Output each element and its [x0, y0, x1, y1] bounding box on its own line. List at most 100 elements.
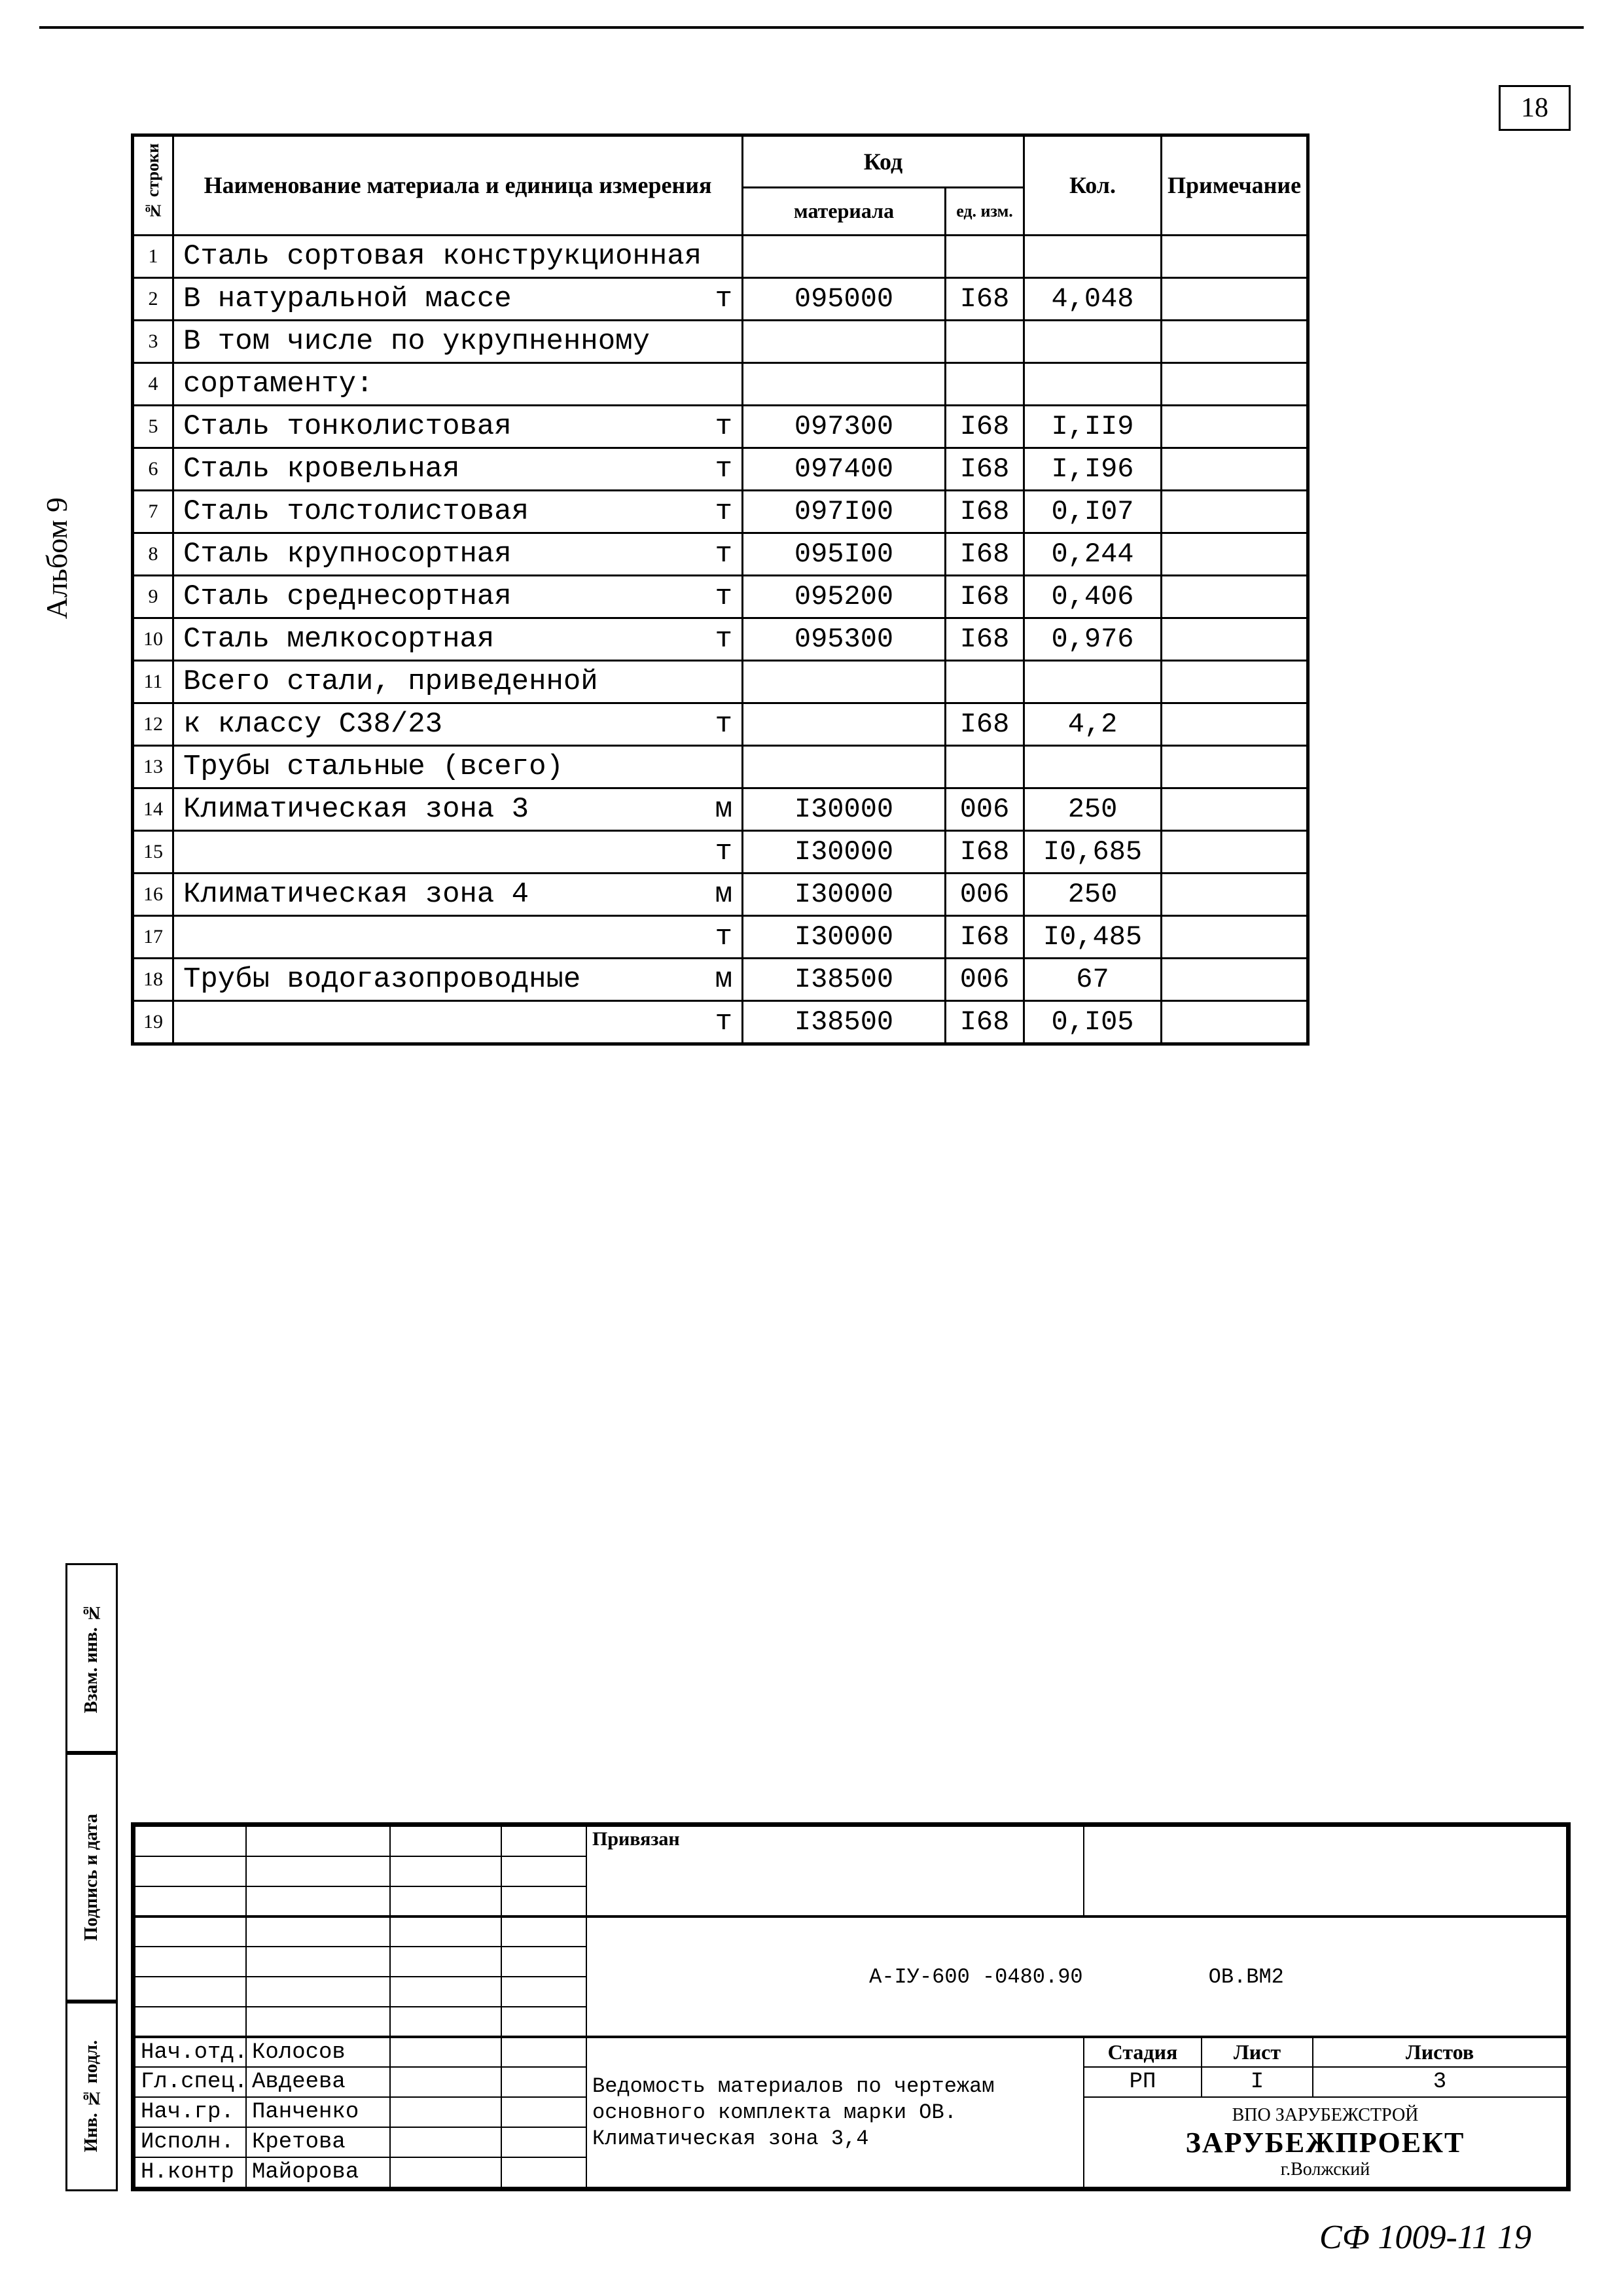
note: [1162, 405, 1308, 448]
signer-name: Майорова: [246, 2157, 390, 2187]
row-number: 18: [133, 958, 173, 1000]
row-number: 8: [133, 533, 173, 575]
table-row: 4сортаменту:: [133, 362, 1308, 405]
quantity: [1024, 660, 1162, 703]
code-material: 097300: [743, 405, 946, 448]
left-stamp: Подпись и дата: [65, 1753, 118, 2002]
organization: ВПО ЗАРУБЕЖСТРОЙ ЗАРУБЕЖПРОЕКТ г.Волжски…: [1084, 2097, 1567, 2187]
row-number: 2: [133, 277, 173, 320]
table-row: 6Сталь кровельнаят097400I68I,I96: [133, 448, 1308, 490]
doc-number: А-IУ-600 -0480.90: [869, 1965, 1082, 1989]
doc-code: ОВ.ВМ2: [1209, 1965, 1284, 1989]
page-number: 18: [1499, 85, 1571, 131]
code-material: I38500: [743, 958, 946, 1000]
note: [1162, 448, 1308, 490]
row-number: 12: [133, 703, 173, 745]
table-header: № строки Наименование материала и единиц…: [133, 135, 1308, 236]
left-stamp: Инв. № подл.: [65, 2002, 118, 2191]
table-row: 2В натуральной массет095000I684,048: [133, 277, 1308, 320]
quantity: 0,406: [1024, 575, 1162, 618]
code-unit: [946, 362, 1024, 405]
table-row: 19тI38500I680,I05: [133, 1000, 1308, 1044]
col-code-group: Код: [743, 135, 1024, 188]
material-name: Климатическая зона 4м: [173, 873, 743, 915]
table-row: 12к классу С38/23тI684,2: [133, 703, 1308, 745]
note: [1162, 830, 1308, 873]
quantity: 4,048: [1024, 277, 1162, 320]
material-name: Всего стали, приведенной: [173, 660, 743, 703]
code-unit: [946, 235, 1024, 277]
material-name: Сталь тонколистоваят: [173, 405, 743, 448]
row-number: 15: [133, 830, 173, 873]
sheet-header: Лист: [1202, 2037, 1313, 2067]
code-material: I30000: [743, 915, 946, 958]
row-number: 5: [133, 405, 173, 448]
code-unit: [946, 745, 1024, 788]
table-row: 1Сталь сортовая конструкционная: [133, 235, 1308, 277]
note: [1162, 745, 1308, 788]
row-number: 19: [133, 1000, 173, 1044]
table-row: 13Трубы стальные (всего): [133, 745, 1308, 788]
sheet-value: I: [1202, 2067, 1313, 2097]
signature: [390, 2157, 501, 2187]
code-material: I30000: [743, 873, 946, 915]
code-unit: I68: [946, 575, 1024, 618]
quantity: 4,2: [1024, 703, 1162, 745]
code-material: [743, 703, 946, 745]
signer-role: Нач.отд.: [135, 2037, 246, 2067]
material-name: т: [173, 830, 743, 873]
col-code-material: материала: [743, 187, 946, 235]
sheets-header: Листов: [1313, 2037, 1567, 2067]
row-number: 17: [133, 915, 173, 958]
row-number: 16: [133, 873, 173, 915]
material-name: В натуральной массет: [173, 277, 743, 320]
signature: [390, 2097, 501, 2127]
material-name: В том числе по укрупненному: [173, 320, 743, 362]
stage-value: РП: [1084, 2067, 1202, 2097]
row-number: 6: [133, 448, 173, 490]
code-material: [743, 745, 946, 788]
code-unit: 006: [946, 788, 1024, 830]
table-row: 18Трубы водогазопроводныемI3850000667: [133, 958, 1308, 1000]
code-material: [743, 235, 946, 277]
code-unit: 006: [946, 873, 1024, 915]
code-material: 095300: [743, 618, 946, 660]
signer-role: Гл.спец.: [135, 2067, 246, 2097]
quantity: 0,976: [1024, 618, 1162, 660]
quantity: [1024, 362, 1162, 405]
quantity: I0,485: [1024, 915, 1162, 958]
row-number: 7: [133, 490, 173, 533]
quantity: [1024, 320, 1162, 362]
signer-name: Колосов: [246, 2037, 390, 2067]
row-number: 9: [133, 575, 173, 618]
album-label: Альбом 9: [39, 497, 74, 619]
col-code-unit: ед. изм.: [946, 187, 1024, 235]
quantity: 250: [1024, 788, 1162, 830]
material-name: Сталь кровельнаят: [173, 448, 743, 490]
material-name: Сталь крупносортнаят: [173, 533, 743, 575]
code-material: 097400: [743, 448, 946, 490]
code-unit: I68: [946, 277, 1024, 320]
quantity: I,II9: [1024, 405, 1162, 448]
privyazan-label: Привязан: [586, 1826, 1084, 1916]
code-unit: I68: [946, 405, 1024, 448]
material-name: Сталь мелкосортнаят: [173, 618, 743, 660]
top-rule: [39, 26, 1584, 29]
col-rownum: № строки: [144, 143, 163, 221]
code-unit: I68: [946, 533, 1024, 575]
signer-role: Исполн.: [135, 2127, 246, 2157]
signer-role: Н.контр: [135, 2157, 246, 2187]
note: [1162, 958, 1308, 1000]
table-row: 17тI30000I68I0,485: [133, 915, 1308, 958]
quantity: I0,685: [1024, 830, 1162, 873]
signature: [390, 2067, 501, 2097]
table-row: 11Всего стали, приведенной: [133, 660, 1308, 703]
signer-name: Панченко: [246, 2097, 390, 2127]
left-stamp-label: Взам. инв. №: [81, 1602, 102, 1713]
row-number: 11: [133, 660, 173, 703]
left-stamp-label: Инв. № подл.: [81, 2040, 102, 2152]
note: [1162, 915, 1308, 958]
code-material: [743, 660, 946, 703]
row-number: 13: [133, 745, 173, 788]
signature: [390, 2127, 501, 2157]
